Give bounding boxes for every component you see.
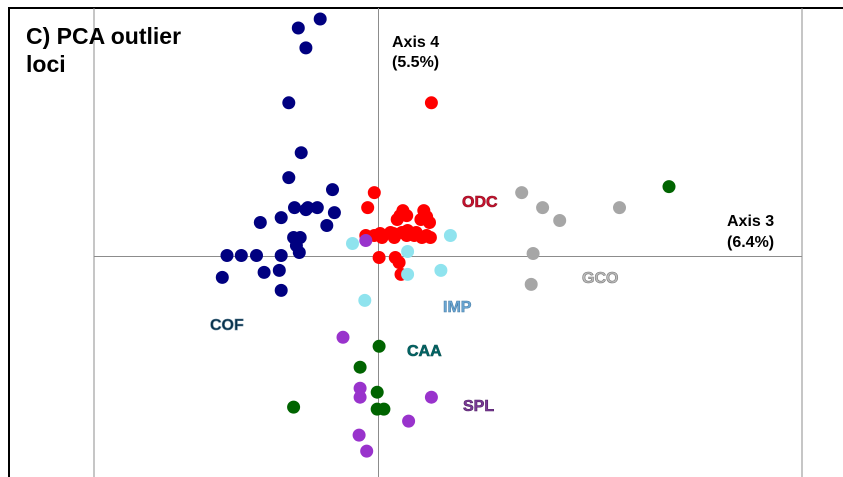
chart-title-line-2: loci: [26, 51, 66, 77]
y-axis-label-line-1: Axis 4: [392, 34, 439, 51]
point-cof-4: [282, 96, 296, 110]
point-cof-15: [320, 219, 334, 232]
point-imp-5: [401, 267, 415, 281]
point-gco-2: [536, 201, 550, 215]
point-odc-2: [367, 186, 381, 200]
group-label-caa: CAA: [407, 343, 442, 360]
group-labels: COF ODC GCO IMP CAA SPL: [210, 194, 619, 416]
group-label-odc: ODC: [462, 194, 498, 211]
point-spl-6: [402, 414, 416, 428]
chart-title-line-1: C) PCA outlier: [26, 23, 181, 49]
x-axis-label-line-2: (6.4%): [727, 234, 774, 251]
point-imp-1: [443, 229, 457, 242]
point-spl-3: [353, 381, 367, 395]
point-imp-6: [358, 293, 372, 307]
point-spl-8: [360, 444, 374, 458]
point-odc-23: [387, 231, 401, 244]
point-cof-13: [253, 216, 267, 229]
point-gco-5: [526, 247, 540, 260]
point-imp-4: [434, 263, 448, 277]
point-gco-1: [515, 186, 529, 200]
point-spl-2: [336, 330, 350, 344]
point-cof-12: [327, 206, 341, 220]
point-cof-21: [250, 249, 263, 262]
point-odc-11: [423, 216, 436, 229]
point-gco-3: [553, 214, 567, 227]
point-gco-6: [524, 277, 538, 291]
point-cof-24: [215, 270, 229, 284]
point-gco-4: [613, 201, 626, 215]
point-odc-24: [375, 231, 389, 244]
point-cof-11: [310, 201, 324, 215]
point-cof-9: [288, 201, 301, 215]
point-cof-26: [272, 263, 286, 277]
point-cof-22: [234, 249, 248, 262]
panel-border: [8, 7, 843, 477]
point-cof-27: [274, 283, 288, 297]
point-cof-2: [313, 12, 327, 26]
point-odc-1: [424, 96, 438, 110]
point-caa-7: [287, 400, 301, 414]
group-label-spl: SPL: [463, 398, 494, 415]
point-cof-20: [274, 249, 288, 262]
point-cof-25: [257, 265, 271, 279]
point-odc-27: [372, 251, 386, 264]
point-spl-1: [359, 234, 373, 247]
point-odc-26: [423, 231, 437, 244]
point-cof-5: [294, 146, 308, 160]
point-cof-19: [292, 246, 306, 259]
point-caa-2: [372, 339, 386, 353]
point-caa-3: [353, 360, 367, 374]
point-imp-2: [346, 237, 359, 250]
point-cof-23: [220, 249, 234, 262]
point-odc-29: [392, 256, 406, 269]
group-label-cof: COF: [210, 317, 244, 334]
point-spl-4: [353, 390, 367, 404]
group-label-gco: GCO: [582, 270, 618, 287]
group-label-imp: IMP: [443, 299, 472, 316]
point-caa-6: [377, 402, 391, 416]
y-axis-label-line-2: (5.5%): [392, 54, 439, 71]
data-points: [215, 12, 676, 458]
point-cof-7: [326, 183, 339, 197]
point-spl-5: [424, 390, 438, 404]
point-cof-6: [282, 171, 296, 185]
point-cof-10: [301, 201, 315, 215]
point-spl-7: [352, 428, 366, 442]
point-imp-3: [401, 245, 415, 258]
plot-box: [93, 8, 803, 477]
point-cof-3: [299, 41, 313, 55]
point-cof-1: [291, 21, 305, 35]
point-odc-9: [390, 213, 404, 226]
point-odc-3: [361, 201, 375, 215]
point-caa-1: [662, 180, 676, 194]
point-caa-4: [370, 385, 384, 399]
x-axis-label-line-1: Axis 3: [727, 213, 774, 230]
point-cof-14: [274, 211, 288, 225]
